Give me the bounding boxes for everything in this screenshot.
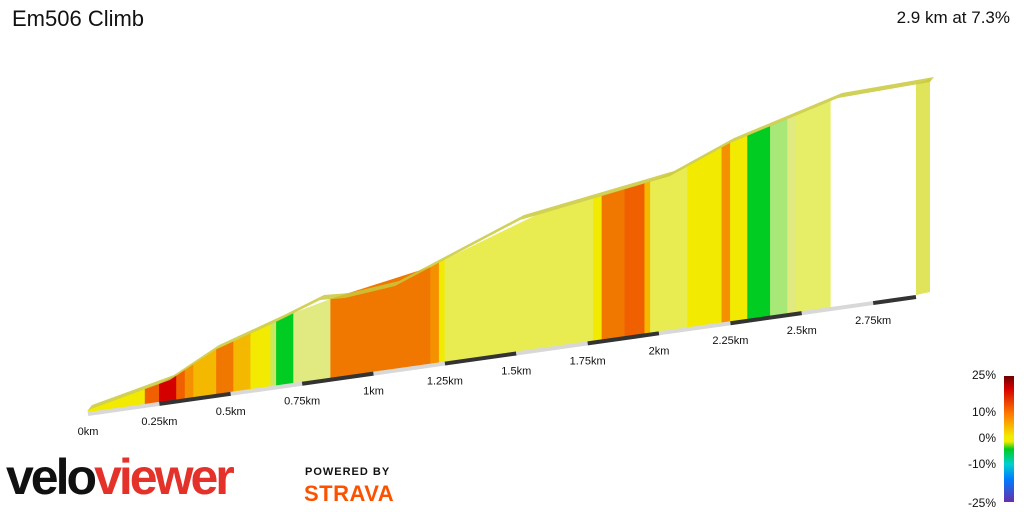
axis-band-2	[159, 391, 232, 406]
gradient-segment-9	[250, 323, 272, 390]
legend-label-minus-10: -10%	[967, 457, 996, 471]
legend-label-10: 10%	[971, 405, 996, 419]
logo-viewer: viewer	[94, 449, 235, 505]
profile-end-face	[916, 78, 930, 295]
powered-by-label: POWERED BY	[305, 466, 391, 478]
axis-band-12	[872, 295, 917, 306]
gradient-segment-8	[233, 333, 252, 392]
gradient-legend-bar	[1004, 376, 1014, 502]
gradient-segment-26	[747, 125, 771, 320]
gradient-segment-28	[787, 115, 797, 314]
gradient-segment-10	[270, 321, 277, 387]
tick-label-1: 0.25km	[141, 416, 177, 428]
gradient-segment-22	[650, 165, 688, 333]
axis-band-8	[587, 331, 660, 346]
chart-title: Em506 Climb	[12, 6, 145, 31]
profile-top-edge	[88, 77, 934, 410]
gradient-segment-18	[593, 195, 603, 341]
tick-label-0: 0km	[78, 426, 99, 438]
profile-top-band	[88, 77, 934, 410]
tick-label-2: 0.5km	[216, 406, 246, 418]
axis-band-6	[444, 351, 517, 366]
gradient-segment-25	[730, 135, 748, 322]
axis-band-5	[373, 361, 446, 376]
axis-band-11	[801, 301, 874, 316]
tick-label-8: 2km	[649, 345, 670, 357]
strava-logo: STRAVA	[304, 481, 395, 506]
legend-label-minus-25: -25%	[967, 496, 996, 510]
gradient-segment-24	[721, 142, 731, 323]
logo-velo: velo	[6, 449, 97, 505]
tick-label-4: 1km	[363, 386, 384, 398]
gradient-segment-16	[444, 214, 537, 362]
distance-tick-labels: 0km 0.25km 0.5km 0.75km 1km 1.25km 1.5km 1.75km…	[78, 315, 892, 438]
tick-label-11: 2.75km	[855, 315, 891, 327]
tick-label-9: 2.25km	[712, 335, 748, 347]
gradient-segment-7	[216, 340, 234, 395]
tick-label-3: 0.75km	[284, 396, 320, 408]
axis-band-1	[87, 401, 160, 416]
gradient-segments	[87, 78, 930, 413]
axis-band-7	[515, 341, 588, 356]
gradient-segment-19	[601, 188, 626, 340]
gradient-segment-21	[644, 181, 651, 334]
legend-label-0: 0%	[978, 431, 996, 445]
gradient-segment-11	[276, 312, 294, 386]
gradient-segment-23	[687, 146, 723, 328]
gradient-segment-13	[330, 266, 431, 379]
legend-label-25: 25%	[971, 368, 996, 382]
gradient-segment-15	[438, 259, 446, 363]
gradient-segment-12	[293, 298, 331, 384]
gradient-segment-14	[430, 262, 440, 364]
tick-label-7: 1.75km	[570, 355, 606, 367]
tick-label-10: 2.5km	[787, 325, 817, 337]
gradient-segment-29	[795, 100, 831, 313]
axis-band-9	[658, 321, 731, 336]
tick-label-5: 1.25km	[427, 376, 463, 388]
axis-band-3	[230, 381, 303, 396]
axis-band-4	[301, 371, 374, 386]
veloviewer-logo: veloviewer	[6, 449, 235, 505]
climb-summary: 2.9 km at 7.3%	[896, 8, 1010, 27]
gradient-segment-20	[624, 183, 646, 337]
axis-band-10	[730, 311, 803, 326]
gradient-segment-17	[535, 198, 594, 350]
tick-label-6: 1.5km	[501, 365, 531, 377]
gradient-segment-5	[184, 363, 194, 399]
gradient-segment-27	[770, 118, 788, 316]
distance-axis	[87, 295, 917, 416]
